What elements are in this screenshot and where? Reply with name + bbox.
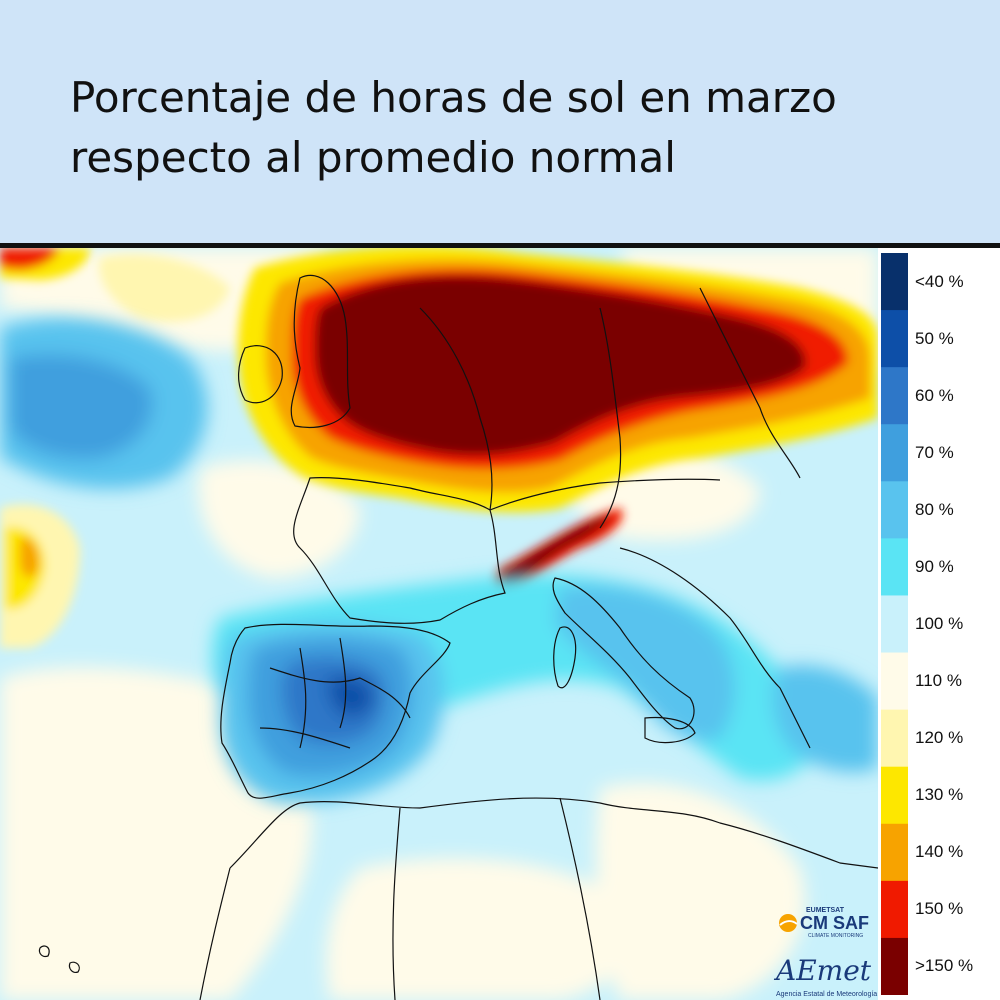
legend-swatch xyxy=(881,937,908,996)
legend-swatch xyxy=(881,595,908,654)
legend-swatch xyxy=(881,424,908,482)
page-title: Porcentaje de horas de sol en marzo resp… xyxy=(70,68,970,188)
cmsaf-logo: EUMETSAT CM SAF CLIMATE MONITORING xyxy=(779,907,869,939)
legend-colorbar xyxy=(881,253,908,996)
title-banner: Porcentaje de horas de sol en marzo resp… xyxy=(0,0,1000,243)
legend-swatch xyxy=(881,367,908,425)
aemet-sub-label: Agencia Estatal de Meteorología xyxy=(776,991,877,998)
sunshine-anomaly-map xyxy=(0,248,878,1000)
legend-label: >150 % xyxy=(915,956,974,975)
legend-label: 110 % xyxy=(915,671,962,690)
title-line-2: respecto al promedio normal xyxy=(70,133,676,182)
legend-label: 60 % xyxy=(915,386,954,405)
legend-label: <40 % xyxy=(915,272,964,291)
legend-swatch xyxy=(881,310,908,368)
aemet-logo: AEmet Agencia Estatal de Meteorología xyxy=(773,954,877,998)
legend-label: 120 % xyxy=(915,728,964,747)
legend-swatch xyxy=(881,823,908,882)
coastlines xyxy=(38,274,878,1000)
legend-swatches xyxy=(881,253,908,996)
cmsaf-main-label: CM SAF xyxy=(800,913,869,933)
legend-label: 80 % xyxy=(915,500,954,519)
cmsaf-sub-label: CLIMATE MONITORING xyxy=(808,933,863,939)
cmsaf-sun-icon xyxy=(779,914,797,932)
legend-label: 140 % xyxy=(915,842,964,861)
legend-swatch xyxy=(881,709,908,768)
legend-label: 50 % xyxy=(915,329,954,348)
legend-label: 70 % xyxy=(915,443,954,462)
legend-swatch xyxy=(881,880,908,939)
legend-swatch xyxy=(881,481,908,539)
legend-swatch xyxy=(881,253,908,311)
cmsaf-top-label: EUMETSAT xyxy=(806,907,845,914)
legend-swatch xyxy=(881,766,908,825)
yellow-patches xyxy=(0,248,231,648)
legend-label: 100 % xyxy=(915,614,964,633)
banner-divider xyxy=(0,243,1000,248)
legend-label: 150 % xyxy=(915,899,964,918)
high-sunshine-region xyxy=(238,248,878,513)
legend-swatch xyxy=(881,538,908,596)
legend-label: 90 % xyxy=(915,557,954,576)
title-line-1: Porcentaje de horas de sol en marzo xyxy=(70,73,837,122)
aemet-main-label: AEmet xyxy=(773,954,872,987)
legend-swatch xyxy=(881,652,908,711)
legend-label: 130 % xyxy=(915,785,964,804)
